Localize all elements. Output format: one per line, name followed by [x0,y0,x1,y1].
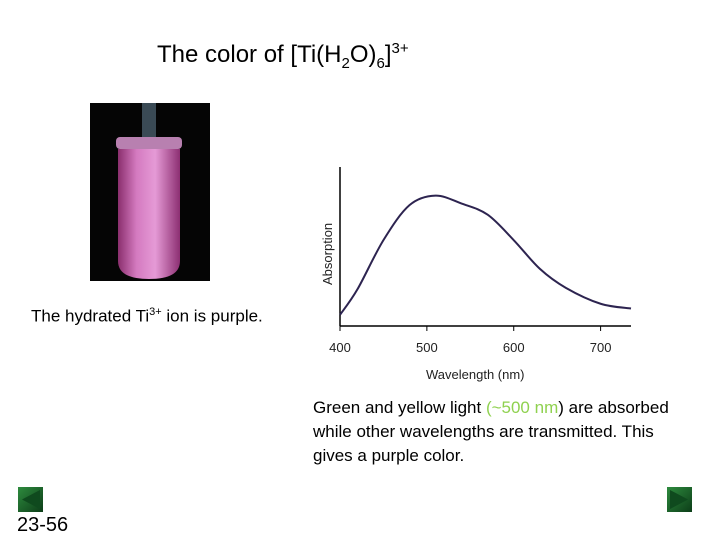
description-text: Green and yellow light (~500 nm) are abs… [313,396,673,468]
absorption-chart: 400 500 600 700 Wavelength (nm) Absorption [320,167,632,382]
x-tick-label: 500 [416,340,438,355]
next-slide-button[interactable] [667,487,692,512]
photo-caption: The hydrated Ti3+ ion is purple. [31,306,263,327]
desc-part: Green and yellow light [313,398,486,417]
x-tick-label: 400 [329,340,351,355]
triangle-left-icon [22,490,40,509]
triangle-right-icon [670,490,688,509]
y-axis-label: Absorption [320,223,335,285]
title-part: ] [384,41,392,68]
test-tube-image [116,103,182,279]
slide-number: 23-56 [17,514,69,536]
desc-part: ) are absorbed while other wavelengths a… [313,398,669,465]
title-sub: 2 [341,54,350,72]
slide-title: The color of [Ti(H2O)6]3+ [157,40,409,72]
caption-part: The hydrated Ti [31,306,150,326]
title-part: O) [349,41,377,68]
caption-part: ion is purple. [161,306,263,326]
previous-slide-button[interactable] [18,487,43,512]
x-tick-label: 600 [503,340,525,355]
x-axis-label: Wavelength (nm) [426,367,525,382]
title-sup: 3+ [391,40,409,57]
absorption-curve [339,194,632,316]
test-tube-photo [90,103,210,281]
x-tick-label: 700 [590,340,612,355]
title-sub: 6 [376,54,385,72]
caption-sup: 3+ [149,306,162,318]
title-part: The color of [Ti(H [157,41,342,68]
desc-highlight: (~500 nm [485,398,559,417]
